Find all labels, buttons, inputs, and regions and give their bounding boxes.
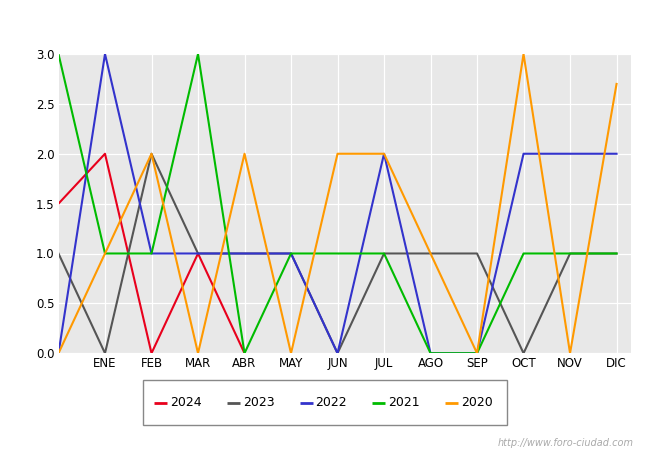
Text: Matriculaciones de Vehiculos en El Almendro: Matriculaciones de Vehiculos en El Almen… — [139, 14, 511, 33]
Text: 2024: 2024 — [170, 396, 202, 409]
FancyBboxPatch shape — [143, 380, 507, 425]
Text: 2020: 2020 — [461, 396, 493, 409]
Text: 2022: 2022 — [315, 396, 347, 409]
Text: http://www.foro-ciudad.com: http://www.foro-ciudad.com — [498, 438, 634, 448]
Text: 2023: 2023 — [242, 396, 274, 409]
Text: 2021: 2021 — [388, 396, 420, 409]
